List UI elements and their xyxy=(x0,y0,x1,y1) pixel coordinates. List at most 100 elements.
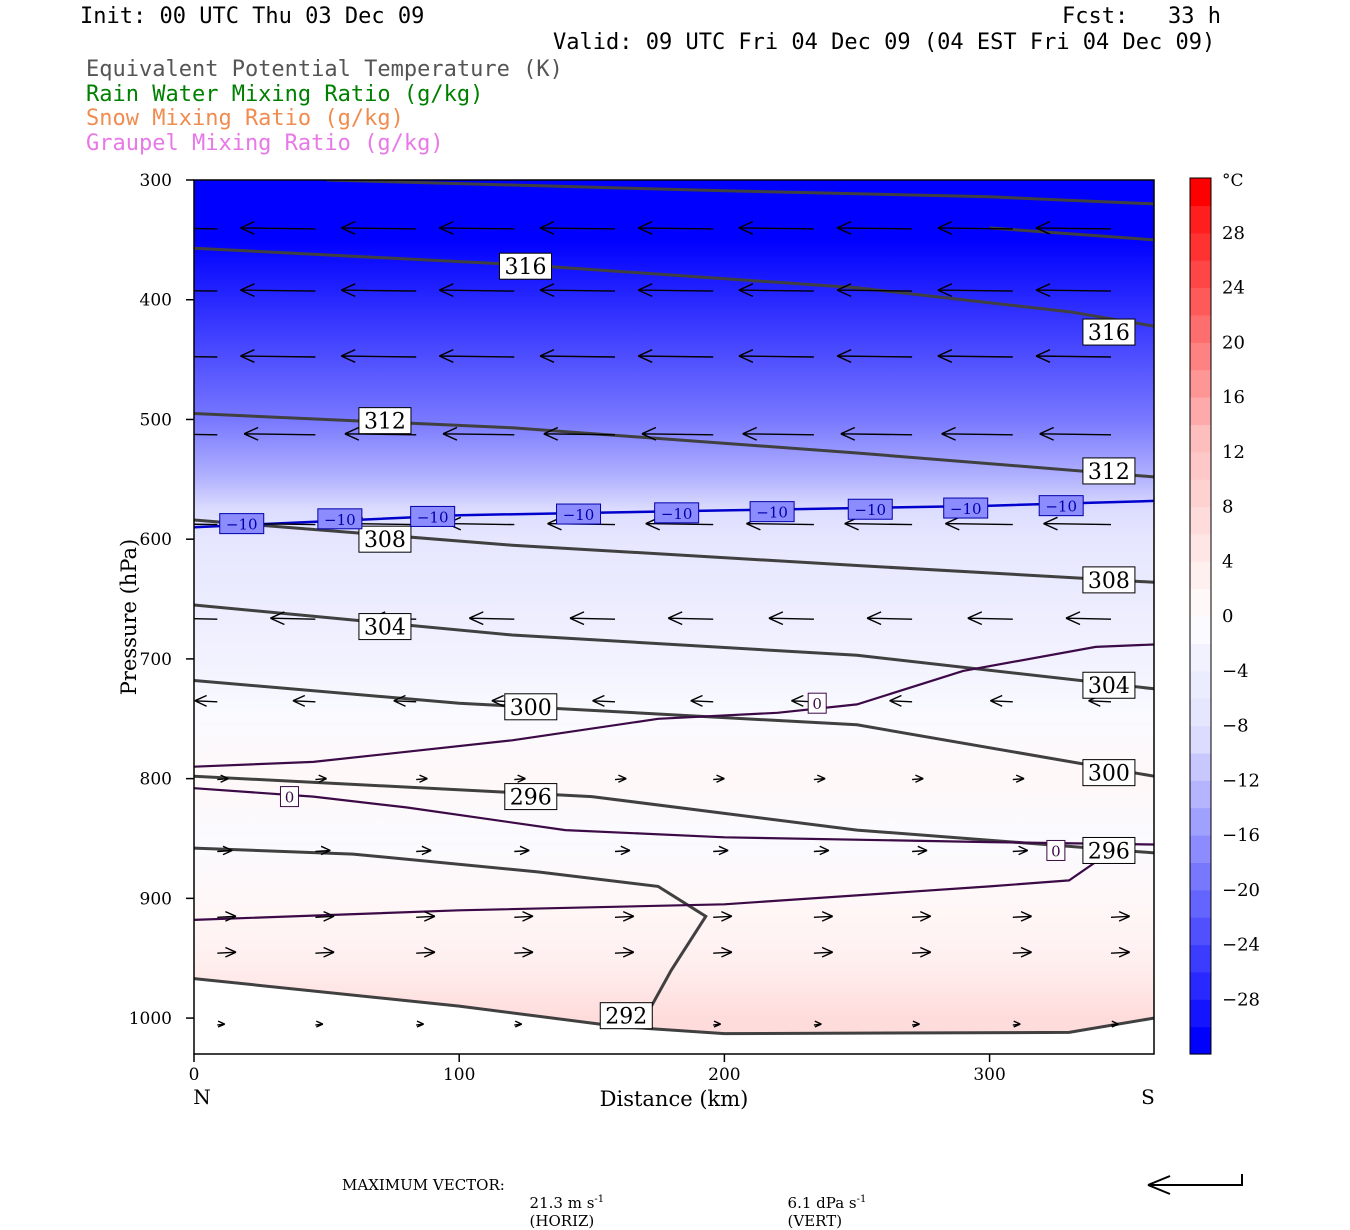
wind-vector xyxy=(912,910,932,922)
y-tick-label: 900 xyxy=(140,889,172,909)
zero-isotherm-label: 0 xyxy=(1051,842,1061,860)
legend-snow: Snow Mixing Ratio (g/kg) xyxy=(86,106,404,131)
colorbar-swatch xyxy=(1190,451,1211,480)
wind-vector xyxy=(768,611,814,626)
wind-vector xyxy=(592,694,616,707)
y-tick-label: 700 xyxy=(140,650,172,670)
theta-e-contour-312 xyxy=(194,412,1154,479)
y-tick-label: 800 xyxy=(140,770,172,790)
wind-vector xyxy=(292,694,316,707)
theta-e-label-box xyxy=(358,525,412,553)
wind-vector xyxy=(738,349,814,363)
forecast-hour: Fcst: 33 h xyxy=(1062,4,1221,29)
wind-vector xyxy=(194,694,218,707)
isotherm-label-box xyxy=(749,501,795,523)
wind-vector xyxy=(543,426,616,441)
max-horiz-vector: 21.3 m s-1 (HORIZ) xyxy=(520,1176,605,1230)
wind-vector xyxy=(713,910,733,922)
wind-vector xyxy=(393,694,417,707)
wind-vector xyxy=(990,694,1013,707)
theta-e-label: 304 xyxy=(1088,674,1130,699)
legend-graupel: Graupel Mixing Ratio (g/kg) xyxy=(86,131,444,156)
isotherm-label: −10 xyxy=(417,508,449,526)
isotherm-label-box xyxy=(219,513,265,535)
colorbar-swatch xyxy=(1190,616,1211,644)
wind-vector xyxy=(539,349,616,363)
wind-vector xyxy=(742,426,814,441)
wind-vector xyxy=(514,946,534,958)
theta-e-contour-300 xyxy=(194,679,1154,778)
theta-e-label: 316 xyxy=(504,255,546,280)
wind-vector xyxy=(614,946,635,958)
theta-e-label-box xyxy=(1082,836,1136,864)
theta-e-label-box xyxy=(1082,671,1136,699)
isotherm-label-box xyxy=(1038,495,1084,517)
theta-e-label: 308 xyxy=(364,528,406,553)
x-tick-label: 200 xyxy=(708,1065,740,1085)
colorbar-tick-label: −12 xyxy=(1222,770,1260,791)
legend-rain: Rain Water Mixing Ratio (g/kg) xyxy=(86,82,484,107)
theta-e-label-box xyxy=(599,1002,653,1030)
wind-vector xyxy=(240,349,316,363)
colorbar-tick-label: 24 xyxy=(1222,278,1245,299)
wind-vector xyxy=(1012,774,1025,783)
wind-vector xyxy=(340,349,417,363)
isotherm-label-box xyxy=(317,508,363,530)
wind-vector xyxy=(1035,349,1112,363)
colorbar-swatch xyxy=(1190,862,1211,891)
theta-e-label-box xyxy=(1082,318,1136,346)
wind-vector xyxy=(217,1020,226,1028)
wind-vector xyxy=(713,845,729,856)
colorbar-swatch xyxy=(1190,342,1211,371)
isotherm-label: −10 xyxy=(756,504,788,522)
theta-e-contour-316 xyxy=(194,246,1154,328)
wind-vector xyxy=(194,355,218,358)
wind-vector xyxy=(539,220,616,235)
theta-e-label-box xyxy=(358,613,412,641)
wind-vector xyxy=(514,774,526,783)
wind-vector xyxy=(637,283,714,298)
wind-vector xyxy=(937,283,1013,298)
wind-vector xyxy=(836,220,913,235)
wind-vector xyxy=(194,290,218,292)
colorbar-swatch xyxy=(1190,971,1211,1000)
zero-isotherm-label: 0 xyxy=(285,789,295,807)
theta-e-label: 300 xyxy=(1088,762,1130,787)
wind-vector xyxy=(514,910,534,922)
max-vert-value: 6.1 dPa s xyxy=(787,1194,857,1212)
colorbar-tick-label: −4 xyxy=(1222,661,1249,682)
y-tick-label: 1000 xyxy=(129,1009,172,1029)
wind-vector xyxy=(836,283,913,298)
colorbar-tick-label: −20 xyxy=(1222,880,1260,901)
theta-e-label-box xyxy=(1082,457,1136,485)
wind-vector xyxy=(416,946,436,958)
wind-vector xyxy=(340,220,417,235)
theta-e-contour-292 xyxy=(194,846,708,1019)
colorbar-swatch xyxy=(1190,287,1211,316)
init-time: Init: 00 UTC Thu 03 Dec 09 xyxy=(80,4,425,29)
wind-vector xyxy=(614,774,627,783)
temperature-shading xyxy=(194,180,1154,1054)
colorbar-swatch xyxy=(1190,369,1211,398)
wind-vector xyxy=(1012,845,1029,856)
colorbar-swatch xyxy=(1190,397,1211,425)
wind-vector xyxy=(866,611,913,626)
theta-e-label: 304 xyxy=(364,616,406,641)
colorbar-swatch xyxy=(1190,314,1211,343)
wind-vector xyxy=(315,946,335,958)
wind-vector xyxy=(194,433,218,436)
x-endpoint-north: N xyxy=(193,1085,211,1109)
wind-vector xyxy=(1035,283,1112,298)
zero-isotherm-label-box xyxy=(807,692,827,714)
theta-e-label: 292 xyxy=(605,1005,647,1030)
wind-vector xyxy=(840,426,913,441)
y-axis-label: Pressure (hPa) xyxy=(117,539,141,695)
colorbar-swatch xyxy=(1190,944,1211,973)
colorbar-swatch xyxy=(1190,205,1211,234)
wind-vector xyxy=(813,774,826,783)
wind-vector xyxy=(690,694,714,707)
zero-isotherm-label: 0 xyxy=(812,695,822,713)
colorbar-tick-label: −16 xyxy=(1222,825,1260,846)
colorbar-swatch xyxy=(1190,232,1211,261)
theta-e-contour-308 xyxy=(194,518,1154,584)
